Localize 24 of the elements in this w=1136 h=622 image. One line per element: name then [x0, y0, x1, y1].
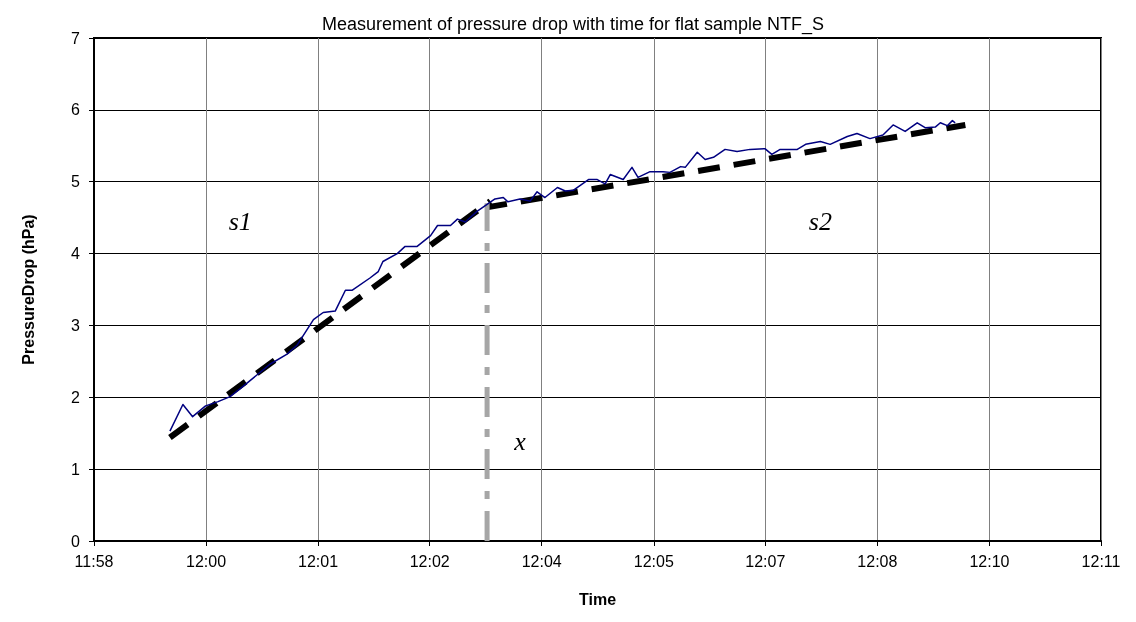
- y-tick-label: 3: [71, 316, 81, 334]
- x-tick-label: 12:00: [186, 552, 227, 570]
- y-tick-label: 1: [71, 460, 81, 478]
- x-tick-label: 12:11: [1081, 552, 1121, 570]
- y-tick-label: 7: [71, 29, 81, 47]
- y-tick-label: 5: [71, 173, 81, 191]
- y-tick-label: 2: [71, 388, 81, 406]
- x-tick-label: 12:02: [409, 552, 450, 570]
- x-tick-label: 12:01: [298, 552, 339, 570]
- x-tick-label: 12:10: [969, 552, 1010, 570]
- x-tick-label: 12:05: [633, 552, 674, 570]
- chart-title: Measurement of pressure drop with time for flat sample NTF_S: [321, 14, 825, 35]
- y-tick-label: 4: [71, 245, 81, 263]
- annotation: s2: [808, 207, 832, 237]
- x-tick-label: 12:07: [745, 552, 786, 570]
- x-tick-label: 12:04: [521, 552, 562, 570]
- y-axis-title: PressureDrop (hPa): [19, 214, 37, 365]
- annotation: x: [513, 426, 527, 456]
- y-tick-label: 6: [71, 101, 81, 119]
- x-tick-label: 11:58: [74, 552, 114, 570]
- x-tick-label: 12:08: [857, 552, 898, 570]
- x-axis-title: Time: [578, 590, 617, 608]
- annotation: s1: [228, 207, 252, 237]
- y-tick-label: 0: [71, 532, 81, 550]
